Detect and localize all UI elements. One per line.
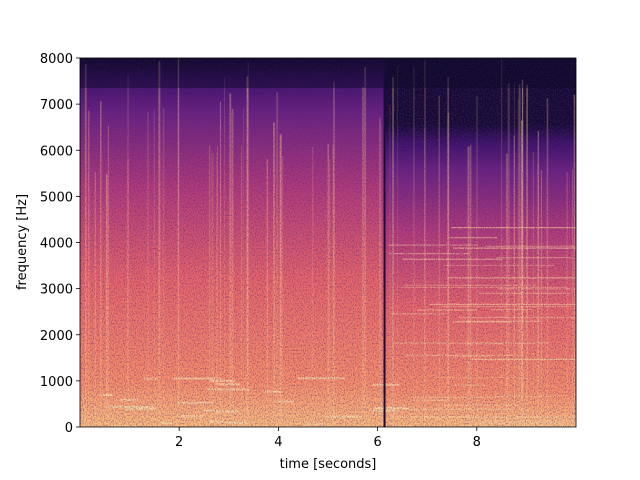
top-dark-band: [80, 58, 576, 88]
spectrogram-image: [80, 58, 576, 427]
x-tick-label: 4: [274, 435, 282, 450]
y-tick-label: 0: [65, 421, 73, 436]
y-tick-label: 1000: [40, 375, 73, 390]
x-tick-label: 6: [373, 435, 381, 450]
y-tick-label: 5000: [40, 190, 73, 205]
x-tick-label: 8: [473, 435, 481, 450]
y-tick-label: 8000: [40, 52, 73, 67]
y-tick-label: 4000: [40, 237, 73, 252]
x-axis-label: time [seconds]: [280, 457, 377, 472]
y-tick-label: 3000: [40, 283, 73, 298]
y-tick-label: 7000: [40, 98, 73, 113]
x-tick-label: 2: [175, 435, 183, 450]
y-tick-label: 6000: [40, 144, 73, 159]
noise-texture: [80, 58, 576, 427]
y-axis-label: frequency [Hz]: [15, 194, 30, 290]
y-tick-label: 2000: [40, 329, 73, 344]
